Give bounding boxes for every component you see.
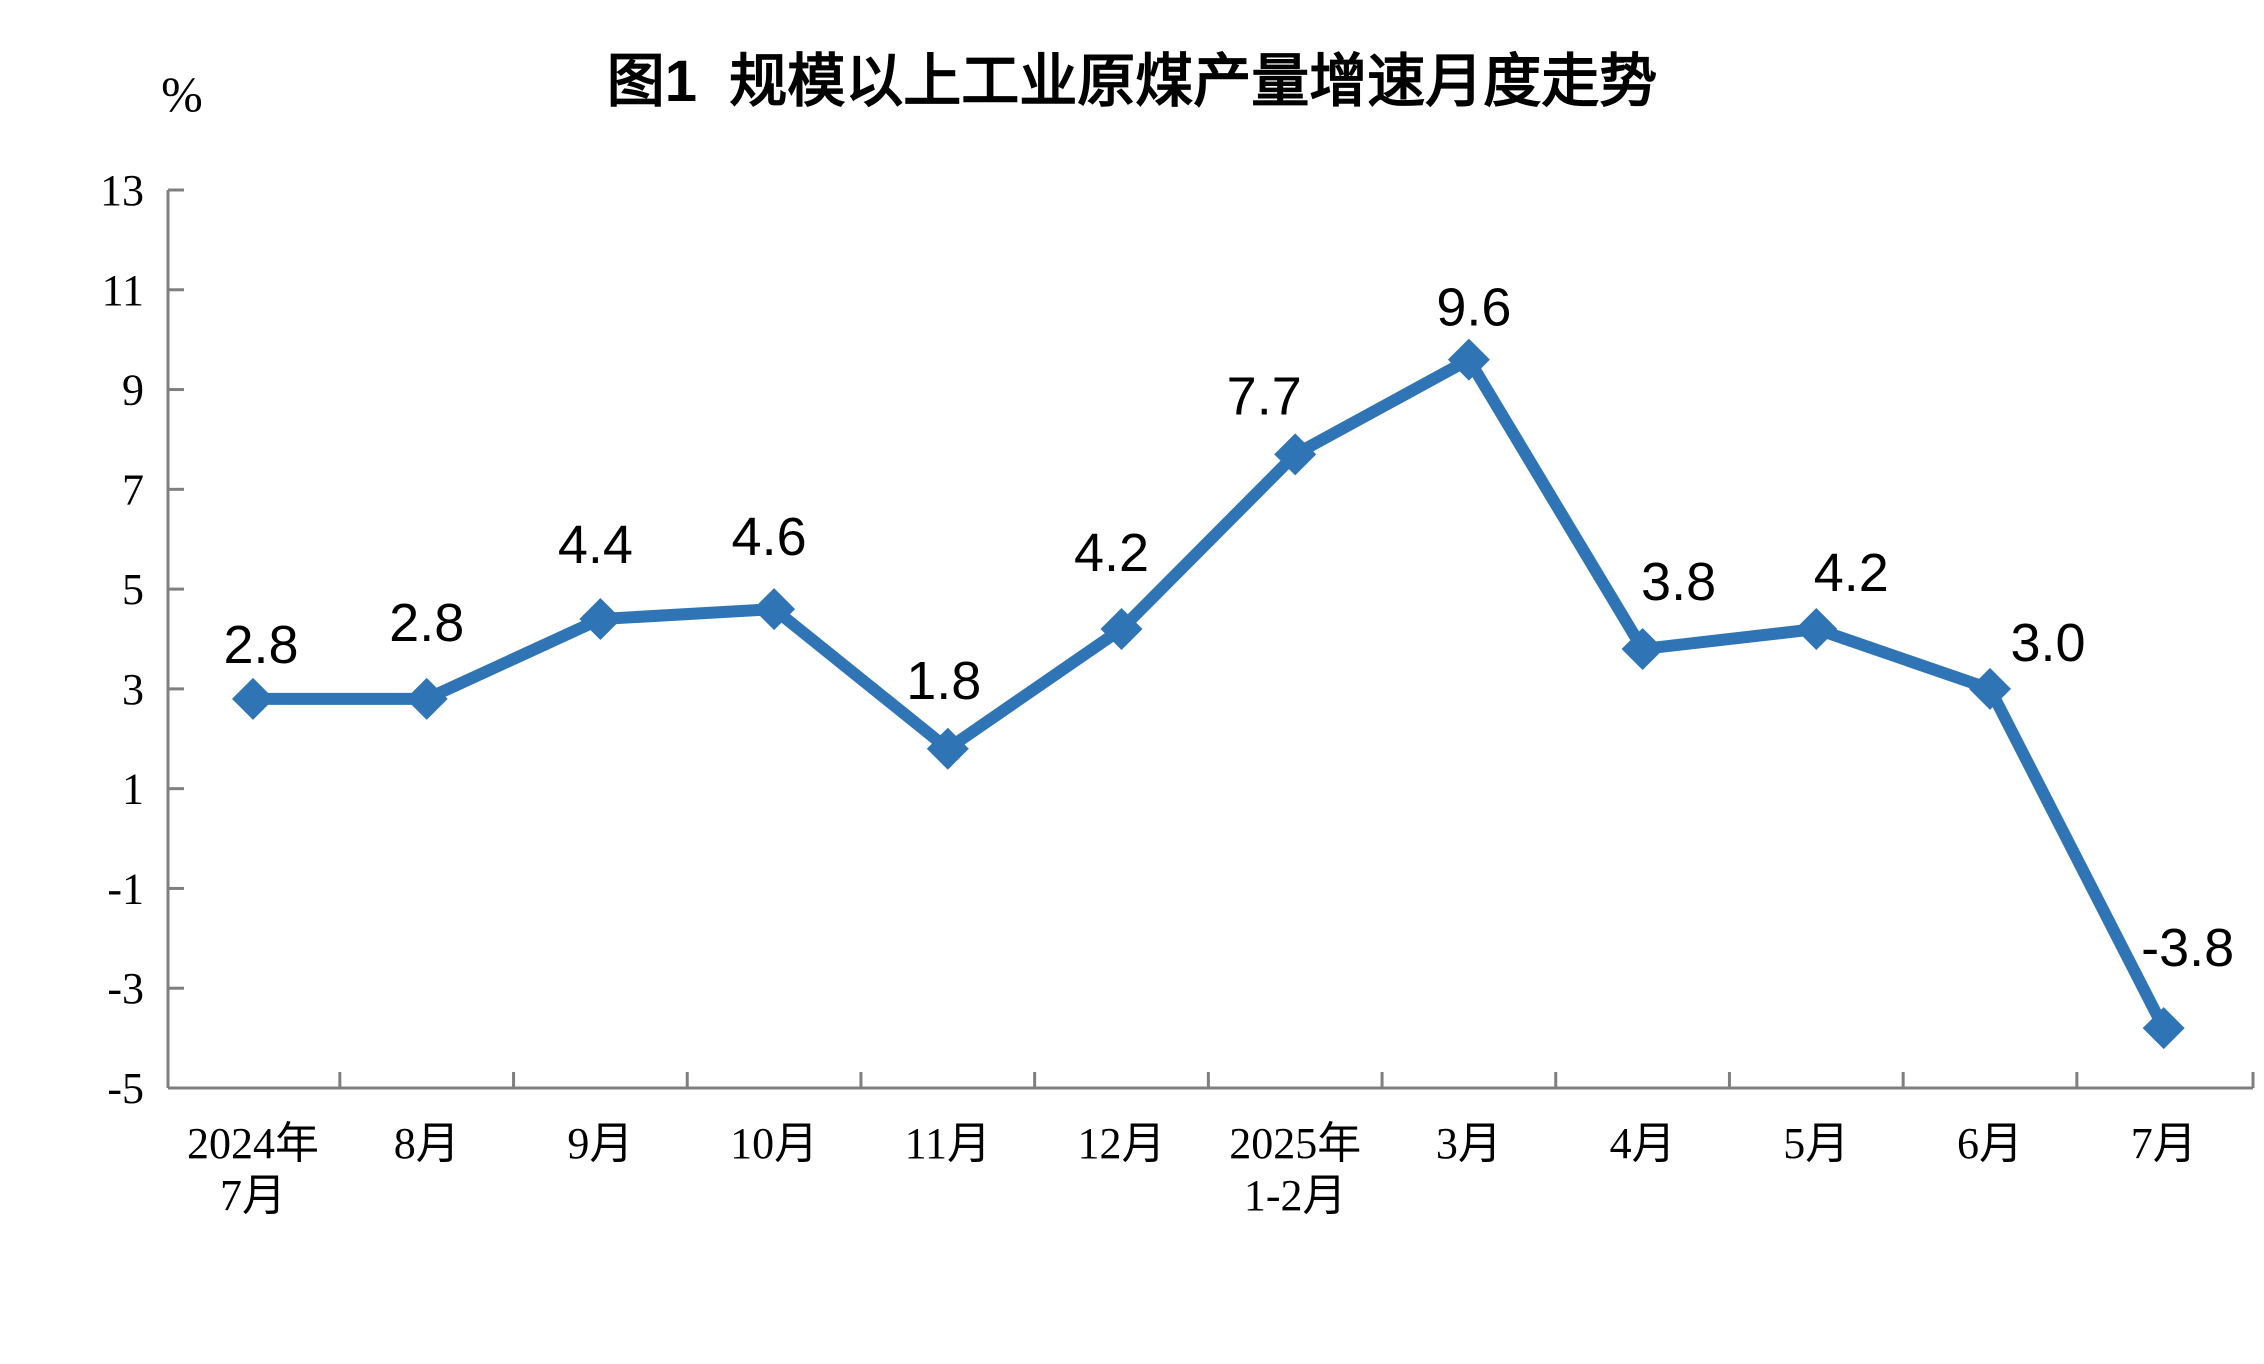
x-axis-category-label: 7月 bbox=[2131, 1119, 2197, 1168]
y-axis-tick-label: 13 bbox=[100, 166, 144, 215]
data-point-marker bbox=[1100, 608, 1143, 651]
x-axis-category-label: 3月 bbox=[1436, 1119, 1502, 1168]
data-line bbox=[253, 351, 2170, 1031]
data-series: 2.8 2.8 4.4 4.6 1.8 4.2 7.7 9.6 3.8 4.2 3.0 -3.8 bbox=[223, 278, 2234, 1050]
data-point-marker bbox=[1621, 627, 1664, 670]
y-axis-unit-label: % bbox=[161, 66, 203, 122]
data-point-marker bbox=[753, 588, 796, 631]
data-point-label: 4.2 bbox=[1814, 543, 1889, 603]
y-axis-tick-label: -5 bbox=[107, 1064, 144, 1113]
y-axis: 13 11 9 7 5 3 1 -1 -3 -5 bbox=[100, 166, 184, 1113]
data-point-marker bbox=[2142, 1007, 2185, 1050]
y-axis-tick-label: 5 bbox=[122, 565, 144, 614]
x-axis-category-label: 2024年 bbox=[187, 1119, 319, 1168]
data-point-label: 9.6 bbox=[1436, 278, 1511, 338]
data-point-label: -3.8 bbox=[2141, 918, 2234, 978]
y-axis-tick-label: -3 bbox=[107, 964, 144, 1013]
x-axis-category-label: 2025年 bbox=[1229, 1119, 1361, 1168]
x-axis-category-label: 10月 bbox=[730, 1119, 818, 1168]
data-point-marker bbox=[405, 677, 448, 720]
x-axis-category-label: 5月 bbox=[1783, 1119, 1849, 1168]
data-point-label: 2.8 bbox=[389, 593, 464, 653]
y-axis-tick-label: 11 bbox=[102, 266, 144, 315]
data-point-label: 4.4 bbox=[558, 515, 633, 575]
x-axis-category-label: 12月 bbox=[1078, 1119, 1166, 1168]
x-axis-category-label: 8月 bbox=[394, 1119, 460, 1168]
data-point-label: 3.8 bbox=[1641, 552, 1716, 612]
x-axis-category-label: 7月 bbox=[220, 1171, 286, 1220]
y-axis-tick-label: 9 bbox=[122, 366, 144, 415]
data-point-label: 4.6 bbox=[732, 507, 807, 567]
chart-title: 图1 规模以上工业原煤产量增速月度走势 bbox=[606, 49, 1658, 114]
y-axis-tick-label: 7 bbox=[122, 465, 144, 514]
x-axis-category-label: 4月 bbox=[1610, 1119, 1676, 1168]
data-point-marker bbox=[1447, 338, 1490, 381]
data-point-marker bbox=[926, 727, 969, 770]
data-point-label: 2.8 bbox=[223, 615, 298, 675]
x-axis-category-label: 1-2月 bbox=[1244, 1171, 1347, 1220]
data-point-marker bbox=[232, 677, 274, 720]
y-axis-tick-label: -1 bbox=[107, 864, 144, 913]
x-axis-category-label: 6月 bbox=[1957, 1119, 2023, 1168]
x-axis-category-label: 11月 bbox=[905, 1119, 991, 1168]
y-axis-tick-label: 1 bbox=[122, 765, 144, 814]
data-point-label: 1.8 bbox=[906, 651, 981, 711]
y-axis-tick-label: 3 bbox=[122, 665, 144, 714]
data-point-label: 3.0 bbox=[2010, 613, 2085, 673]
data-point-label: 7.7 bbox=[1227, 366, 1302, 426]
data-point-marker bbox=[1969, 667, 2011, 710]
data-point-label: 4.2 bbox=[1074, 523, 1149, 583]
x-axis-category-label: 9月 bbox=[567, 1119, 633, 1168]
data-point-marker bbox=[579, 598, 622, 641]
data-point-marker bbox=[1795, 608, 1838, 651]
data-point-marker bbox=[1274, 433, 1317, 476]
